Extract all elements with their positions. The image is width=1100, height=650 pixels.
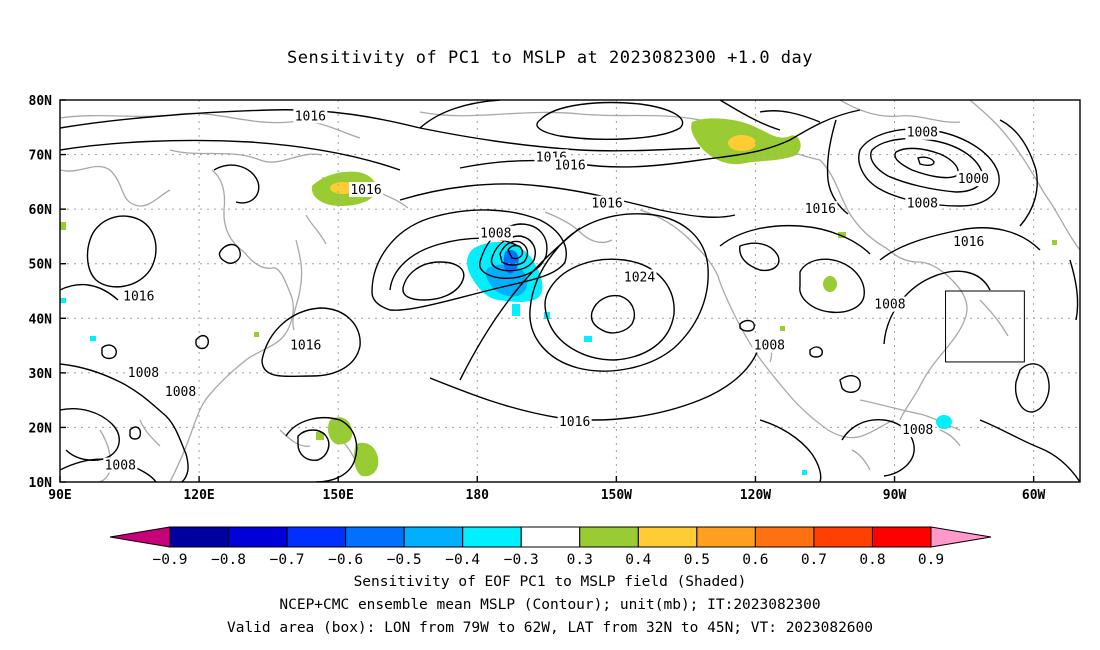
- longitude-labels: 90E 120E 150E 180 150W 120W 90W 60W: [48, 476, 1046, 503]
- contour-labels: 1016 1016 1016 1016 1016 1008 1024 1016 1016 1008…: [103, 108, 991, 474]
- colorbar-label: −0.6: [328, 552, 363, 568]
- contour-label: 1016: [123, 289, 154, 304]
- contour-label: 1016: [559, 415, 590, 430]
- contour-label: 1016: [805, 202, 836, 217]
- lat-label: 60N: [29, 203, 53, 218]
- contour-label: 1024: [624, 270, 655, 285]
- caption-valid-area: Valid area (box): LON from 79W to 62W, L…: [226, 620, 873, 636]
- colorbar-box: [637, 526, 698, 548]
- lon-label: 180: [466, 488, 490, 503]
- contour-label-bg: [121, 288, 156, 304]
- contour-label-bg: [956, 171, 991, 187]
- contour-label-bg: [553, 157, 587, 173]
- lat-label: 70N: [29, 149, 53, 164]
- valid-area-box: [945, 290, 1025, 363]
- contour-label: 1008: [480, 227, 511, 242]
- colorbar-boxes: [169, 526, 932, 548]
- colorbar-box: [286, 526, 347, 548]
- colorbar-box: [228, 526, 288, 548]
- lat-label: 30N: [29, 367, 53, 382]
- colorbar-label: 0.9: [918, 552, 944, 568]
- lat-label: 80N: [29, 94, 53, 109]
- colorbar: −0.9 −0.8 −0.7 −0.6 −0.5 −0.4 −0.3 0.3 0.4 0.5 0.6…: [109, 526, 992, 568]
- contour-label: 1016: [554, 158, 585, 173]
- colorbar-low-arrow: [109, 526, 171, 548]
- colorbar-label: −0.8: [211, 552, 246, 568]
- colorbar-box: [754, 526, 815, 548]
- contour-label: 1016: [591, 197, 622, 212]
- caption-shading: Sensitivity of EOF PC1 to MSLP field (Sh…: [353, 574, 747, 590]
- contour-label-bg: [803, 201, 838, 217]
- colorbar-box: [403, 526, 464, 548]
- lon-label: 120W: [740, 488, 771, 503]
- contour-label: 1016: [953, 235, 984, 250]
- contour-label-bg: [752, 337, 787, 353]
- contour-label: 1016: [350, 183, 381, 198]
- contour-label: 1008: [754, 339, 785, 354]
- contour-label: 1008: [907, 197, 938, 212]
- contour-label-bg: [951, 233, 986, 249]
- colorbar-box: [813, 526, 873, 548]
- lon-label: 90E: [48, 488, 71, 503]
- colorbar-box: [696, 526, 756, 548]
- colorbar-box: [169, 526, 230, 548]
- contour-label-bg: [905, 195, 940, 211]
- contour-label: 1016: [295, 109, 326, 124]
- lon-label: 150E: [323, 488, 354, 503]
- lon-label: 150W: [601, 488, 632, 503]
- latitude-labels: 80N 70N 60N 50N 40N 30N 20N 10N: [29, 94, 66, 491]
- contour-label-bg: [872, 296, 907, 312]
- contour-label-bg: [288, 337, 323, 353]
- colorbar-label: 0.8: [859, 552, 885, 568]
- colorbar-label: 0.6: [742, 552, 768, 568]
- colorbar-label: 0.5: [684, 552, 710, 568]
- colorbar-high-arrow: [930, 526, 992, 548]
- contour-label-bg: [349, 182, 383, 198]
- lon-label: 120E: [183, 488, 214, 503]
- contour-label: 1008: [902, 423, 933, 438]
- contour-label: 1008: [165, 385, 196, 400]
- lat-label: 10N: [29, 476, 53, 491]
- colorbar-label: −0.9: [153, 552, 188, 568]
- contour-label-bg: [900, 422, 935, 438]
- colorbar-label: 0.3: [567, 552, 593, 568]
- contour-label: 1008: [105, 459, 136, 474]
- contour-label-bg: [103, 457, 138, 473]
- colorbar-label: −0.4: [445, 552, 480, 568]
- colorbar-box: [871, 526, 932, 548]
- caption-contour: NCEP+CMC ensemble mean MSLP (Contour); u…: [279, 597, 821, 613]
- colorbar-box: [520, 526, 581, 548]
- colorbar-label: −0.5: [387, 552, 422, 568]
- colorbar-label: 0.7: [801, 552, 827, 568]
- contour-label-bg: [590, 195, 625, 211]
- colorbar-label: 0.4: [625, 552, 651, 568]
- lon-label: 60W: [1022, 488, 1046, 503]
- colorbar-labels: −0.9 −0.8 −0.7 −0.6 −0.5 −0.4 −0.3 0.3 0.4 0.5 0.6…: [153, 552, 945, 568]
- contour-label-bg: [557, 413, 592, 429]
- lat-label: 50N: [29, 258, 53, 273]
- contour-label-bg: [622, 269, 657, 285]
- sensitivity-map: 1016 1016 1016 1016 1016 1008 1024 1016 1016 1008…: [29, 94, 1081, 503]
- contour-label-bg: [905, 124, 940, 140]
- map-frame: [59, 99, 1081, 483]
- contour-label-bg: [478, 225, 513, 241]
- contour-label: 1016: [290, 339, 321, 354]
- colorbar-box: [345, 526, 405, 548]
- lat-label: 40N: [29, 312, 53, 327]
- colorbar-label: −0.3: [504, 552, 539, 568]
- colorbar-label: −0.7: [270, 552, 305, 568]
- contour-label: 1008: [128, 366, 159, 381]
- map-title: Sensitivity of PC1 to MSLP at 2023082300…: [286, 48, 813, 68]
- lon-label: 90W: [883, 488, 907, 503]
- contour-label-bg: [163, 383, 198, 399]
- colorbar-box: [462, 526, 522, 548]
- colorbar-box: [579, 526, 639, 548]
- contour-label: 1008: [874, 298, 905, 313]
- contour-label-bg: [126, 364, 161, 380]
- contour-label: 1008: [907, 126, 938, 141]
- contour-label-bg: [293, 108, 328, 124]
- contour-label: 1000: [958, 172, 989, 187]
- lat-label: 20N: [29, 421, 53, 436]
